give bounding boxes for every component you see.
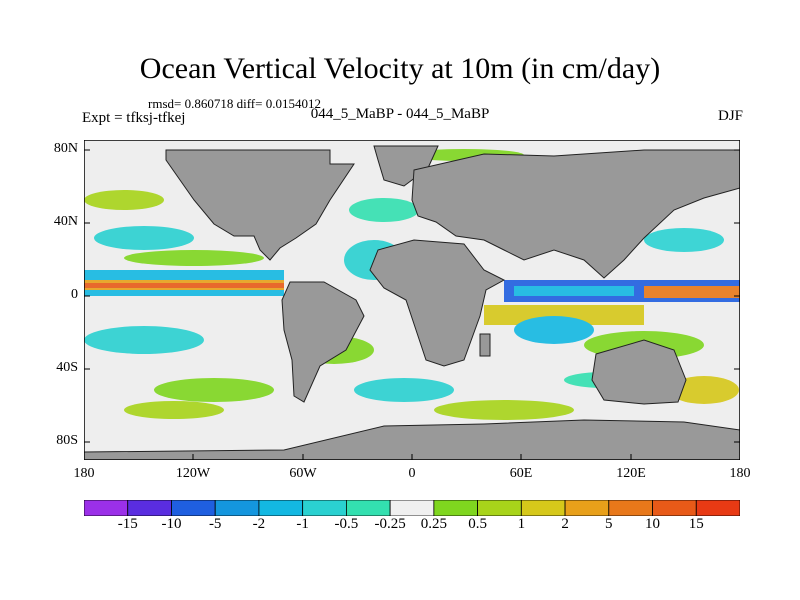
north-america xyxy=(165,149,355,261)
colorbar-label: -1 xyxy=(296,516,309,532)
stats-line: rmsd= 0.860718 diff= 0.0154012 xyxy=(148,96,321,111)
colorbar-label: -5 xyxy=(208,516,222,532)
colorbar-label: 10 xyxy=(645,516,661,532)
colorbar-swatch xyxy=(477,500,522,516)
colorbar-swatch xyxy=(214,500,260,516)
colorbar-swatch xyxy=(433,500,479,516)
colorbar-swatch xyxy=(171,500,216,516)
x-tick-label: 60E xyxy=(509,466,533,481)
x-tick-label: 60W xyxy=(289,466,317,481)
greenland xyxy=(373,145,439,187)
colorbar-swatch xyxy=(258,500,304,516)
season-label: DJF xyxy=(717,108,743,124)
colorbar-swatch xyxy=(127,500,172,516)
land-masses xyxy=(84,145,740,460)
y-tick-label: 0 xyxy=(71,287,78,302)
africa xyxy=(369,239,506,367)
x-tick-label: 120W xyxy=(175,466,211,481)
colorbar-label: 15 xyxy=(688,516,704,532)
eurasia xyxy=(411,149,740,279)
colorbar-swatch xyxy=(345,500,391,516)
colorbar-label: -0.25 xyxy=(374,516,406,532)
y-tick-label: 40N xyxy=(53,214,78,229)
x-tick-label: 120E xyxy=(616,466,646,481)
colorbar-swatch xyxy=(652,500,697,516)
y-tick-label: 40S xyxy=(56,360,78,375)
x-tick-label: 180 xyxy=(729,466,751,481)
antarctica xyxy=(84,419,740,460)
colorbar-label: 1 xyxy=(517,516,526,532)
colorbar-swatch xyxy=(84,500,129,516)
colorbar xyxy=(84,500,740,516)
south-america xyxy=(281,281,365,403)
period-label: 044_5_MaBP - 044_5_MaBP xyxy=(310,106,490,122)
australia xyxy=(591,339,687,405)
colorbar-label: 0.25 xyxy=(420,516,447,532)
ocean-velocity-map xyxy=(84,140,740,460)
y-tick-label: 80N xyxy=(53,141,78,156)
x-tick-label: 0 xyxy=(408,466,416,481)
colorbar-label: 5 xyxy=(605,516,613,532)
colorbar-swatch xyxy=(564,500,610,516)
experiment-label: Expt = tfksj-tfkej xyxy=(82,110,186,126)
colorbar-swatch xyxy=(302,500,347,516)
colorbar-label: -2 xyxy=(252,516,266,532)
colorbar-swatch xyxy=(389,500,435,516)
colorbar-label: -10 xyxy=(161,516,182,532)
colorbar-label: 0.5 xyxy=(468,516,487,532)
colorbar-swatch xyxy=(608,500,653,516)
colorbar-swatch xyxy=(695,500,740,516)
colorbar-swatch xyxy=(520,500,566,516)
colorbar-label: -0.5 xyxy=(334,516,359,532)
madagascar xyxy=(479,333,491,357)
map-title: Ocean Vertical Velocity at 10m (in cm/da… xyxy=(139,52,661,85)
axis-ticks xyxy=(84,149,740,460)
y-tick-label: 80S xyxy=(56,433,78,448)
colorbar-label: 2 xyxy=(561,516,569,532)
x-tick-label: 180 xyxy=(73,466,95,481)
ocean-field xyxy=(84,149,740,420)
colorbar-label: -15 xyxy=(117,516,138,532)
